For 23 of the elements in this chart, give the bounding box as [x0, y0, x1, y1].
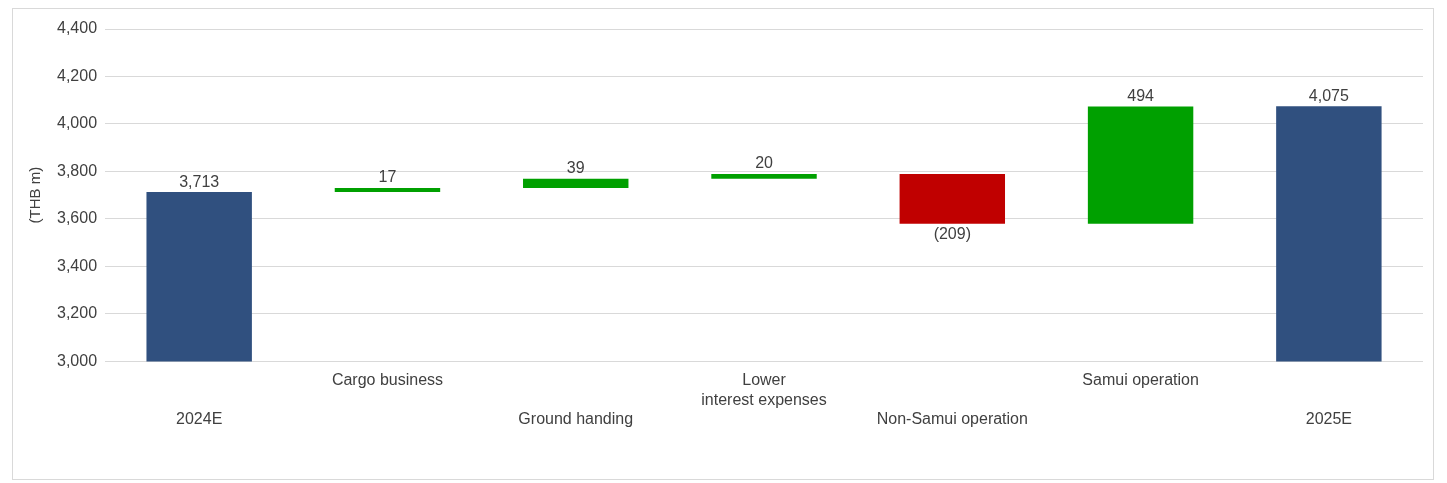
data-label: 3,713: [179, 172, 220, 190]
x-tick-label: Non-Samui operation: [876, 409, 1028, 427]
y-axis-title: (THB m): [26, 166, 44, 224]
data-label: 39: [566, 159, 585, 177]
y-tick-label: 3,400: [56, 256, 98, 274]
x-tick-label: 2025E: [1305, 409, 1352, 427]
data-label: 494: [1127, 86, 1155, 104]
x-tick-label: Ground handing: [518, 409, 634, 427]
y-tick-label: 3,800: [56, 161, 98, 179]
y-tick-label: 3,000: [56, 351, 98, 369]
y-tick-label: 4,000: [56, 114, 98, 132]
y-tick-label: 4,400: [56, 19, 98, 37]
data-label: 20: [755, 154, 774, 172]
x-tick-label: 2024E: [176, 409, 223, 427]
y-tick-label: 3,600: [56, 209, 98, 227]
x-tick-label: Samui operation: [1082, 371, 1199, 389]
data-label: (209): [933, 225, 971, 243]
data-label: 17: [378, 168, 397, 186]
x-tick-label: Lower interest expenses: [701, 371, 827, 408]
y-tick-label: 4,200: [56, 66, 98, 84]
y-tick-label: 3,200: [56, 304, 98, 322]
data-label: 4,075: [1308, 86, 1349, 104]
x-tick-label: Cargo business: [331, 371, 444, 389]
